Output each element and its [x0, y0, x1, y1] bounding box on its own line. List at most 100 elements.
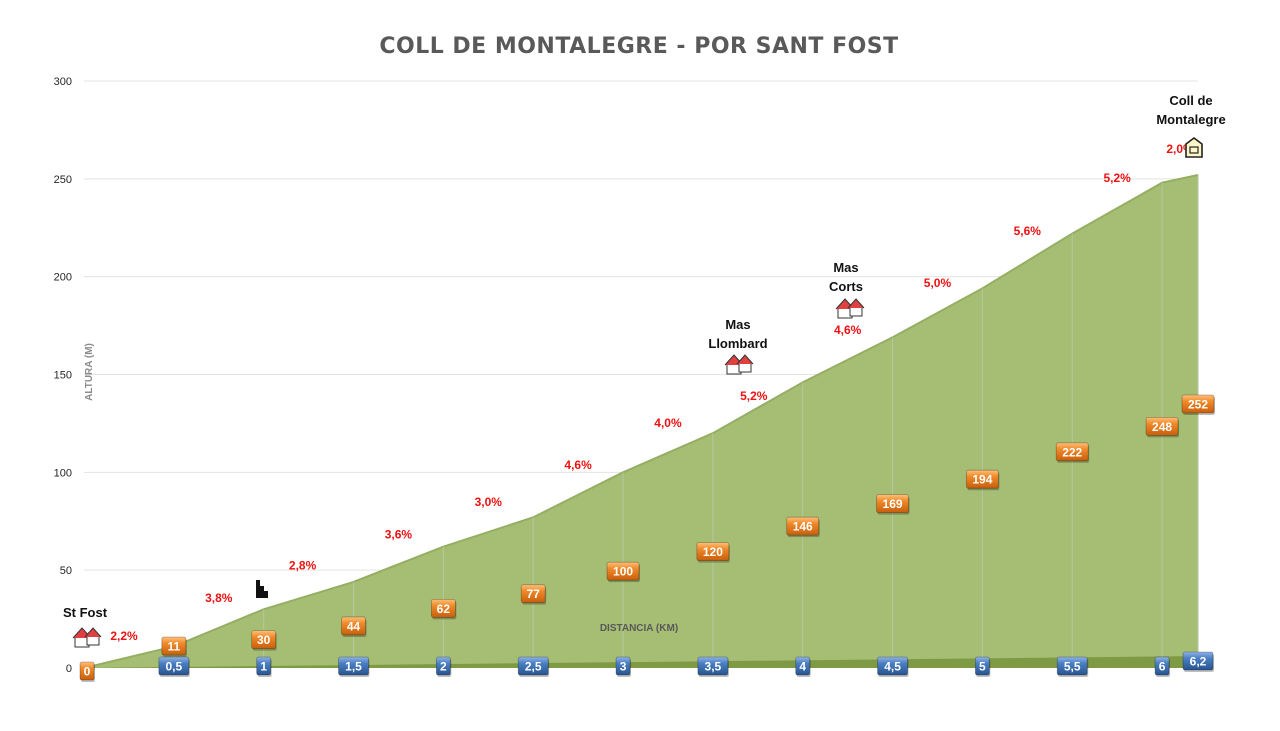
label-box	[1181, 394, 1215, 414]
label-box	[1154, 656, 1170, 676]
elevation-line	[83, 173, 1199, 669]
label-box	[795, 656, 811, 676]
label-text: 4	[799, 660, 806, 674]
elevation-label: 248	[1145, 416, 1180, 438]
x-axis-label: DISTANCIA (KM)	[600, 623, 678, 634]
grade-label: 4,6%	[564, 458, 592, 472]
elevation-label: 62	[430, 598, 457, 620]
place-marker: Mas Llombard	[708, 317, 768, 375]
label-box	[158, 656, 190, 676]
grade-label: 2,2%	[110, 629, 138, 643]
label-text: 146	[793, 520, 813, 534]
label-text: 252	[1188, 398, 1208, 412]
label-text: 3,5	[705, 660, 722, 674]
y-tick-label: 300	[54, 76, 72, 88]
distance-labels: 0,5 1 1,5 2 2,5 3 3,5 4 4,5 5 5,5 6 6,2	[158, 651, 1214, 677]
elevation-area-fill	[84, 174, 1198, 669]
houses-icon	[724, 354, 754, 375]
grade-label: 4,0%	[654, 416, 682, 430]
label-box	[341, 616, 366, 636]
label-box	[161, 636, 187, 656]
label-text: 2,5	[525, 660, 542, 674]
place-annotations: St Fost Mas Llombard Mas Corts Coll de Montale…	[63, 93, 1226, 648]
elevation-label: 44	[341, 616, 367, 637]
label-box	[1055, 442, 1089, 462]
y-tick-label: 150	[54, 370, 72, 382]
label-text: 0,5	[165, 660, 182, 674]
elevation-label: 146	[786, 516, 820, 538]
place-marker: St Fost	[63, 605, 108, 648]
house-roof	[84, 627, 102, 638]
grade-label: 5,2%	[1103, 171, 1131, 185]
distance-label: 4,5	[877, 656, 909, 677]
label-text: 3	[620, 660, 627, 674]
label-box	[256, 656, 272, 676]
y-tick-label: 250	[54, 174, 72, 186]
label-text: 100	[613, 565, 633, 579]
grade-label: 5,2%	[740, 389, 768, 403]
y-axis-label: ALTURA (M)	[84, 343, 95, 401]
place-label: Corts	[829, 279, 863, 294]
distance-label: 6	[1154, 656, 1171, 677]
y-tick-label: 100	[54, 467, 72, 479]
chess-rook-icon	[256, 580, 268, 598]
grade-label: 5,0%	[924, 276, 952, 290]
label-box	[520, 584, 546, 604]
label-box	[786, 516, 820, 536]
houses-icon	[72, 627, 102, 648]
y-tick-label: 0	[66, 663, 72, 675]
label-text: 194	[972, 473, 992, 487]
label-text: 1	[260, 660, 267, 674]
distance-label: 5	[974, 656, 991, 677]
distance-label: 2,5	[517, 656, 550, 677]
place-label: Mas	[833, 260, 858, 275]
label-box	[615, 656, 631, 676]
y-axis-ticks: 0 50 100 150 200 250 300	[54, 76, 72, 675]
place-label: Montalegre	[1156, 112, 1225, 127]
label-text: 169	[883, 497, 903, 511]
label-text: 120	[703, 545, 723, 559]
elevation-label: 194	[965, 469, 1000, 491]
label-box	[338, 656, 369, 676]
label-text: 30	[257, 633, 271, 647]
place-marker: Coll de Montalegre	[1156, 93, 1226, 158]
label-box	[1056, 656, 1088, 676]
label-box	[430, 598, 456, 618]
elevation-area	[83, 173, 1199, 669]
label-box	[974, 656, 990, 676]
house-roof	[736, 354, 754, 365]
elevation-label: 222	[1055, 442, 1090, 463]
summit-icon	[1185, 137, 1203, 158]
label-box	[606, 561, 640, 581]
grade-labels: 2,2% 3,8% 2,8% 3,6% 3,0% 4,6% 4,0% 5,2% 4,6% 5,0%…	[110, 142, 1194, 643]
elevation-label: 0	[79, 661, 95, 682]
label-text: 248	[1152, 420, 1172, 434]
grade-label: 3,0%	[475, 495, 503, 509]
label-text: 44	[347, 619, 361, 633]
label-text: 222	[1062, 445, 1082, 459]
label-text: 4,5	[884, 660, 901, 674]
house-roof	[847, 298, 865, 309]
distance-label: 3	[615, 656, 632, 677]
distance-label: 5,5	[1056, 656, 1089, 677]
grade-label: 3,8%	[205, 591, 233, 605]
label-text: 6,2	[1190, 655, 1207, 669]
label-box	[251, 630, 277, 650]
label-text: 11	[167, 640, 180, 654]
tower-shape	[256, 580, 268, 598]
label-box	[877, 656, 908, 676]
label-box	[965, 469, 999, 489]
summit-window	[1189, 146, 1199, 154]
distance-label: 3,5	[697, 656, 729, 677]
label-text: 5	[979, 660, 986, 674]
label-box	[1145, 416, 1179, 436]
label-text: 5,5	[1064, 660, 1081, 674]
label-text: 2	[440, 660, 447, 674]
chart-title: COLL DE MONTALEGRE - POR SANT FOST	[379, 34, 898, 59]
elevation-label: 30	[251, 630, 277, 651]
label-box	[435, 656, 451, 676]
elevation-label: 100	[606, 561, 641, 583]
elevation-label: 77	[520, 584, 547, 605]
label-text: 6	[1159, 660, 1166, 674]
